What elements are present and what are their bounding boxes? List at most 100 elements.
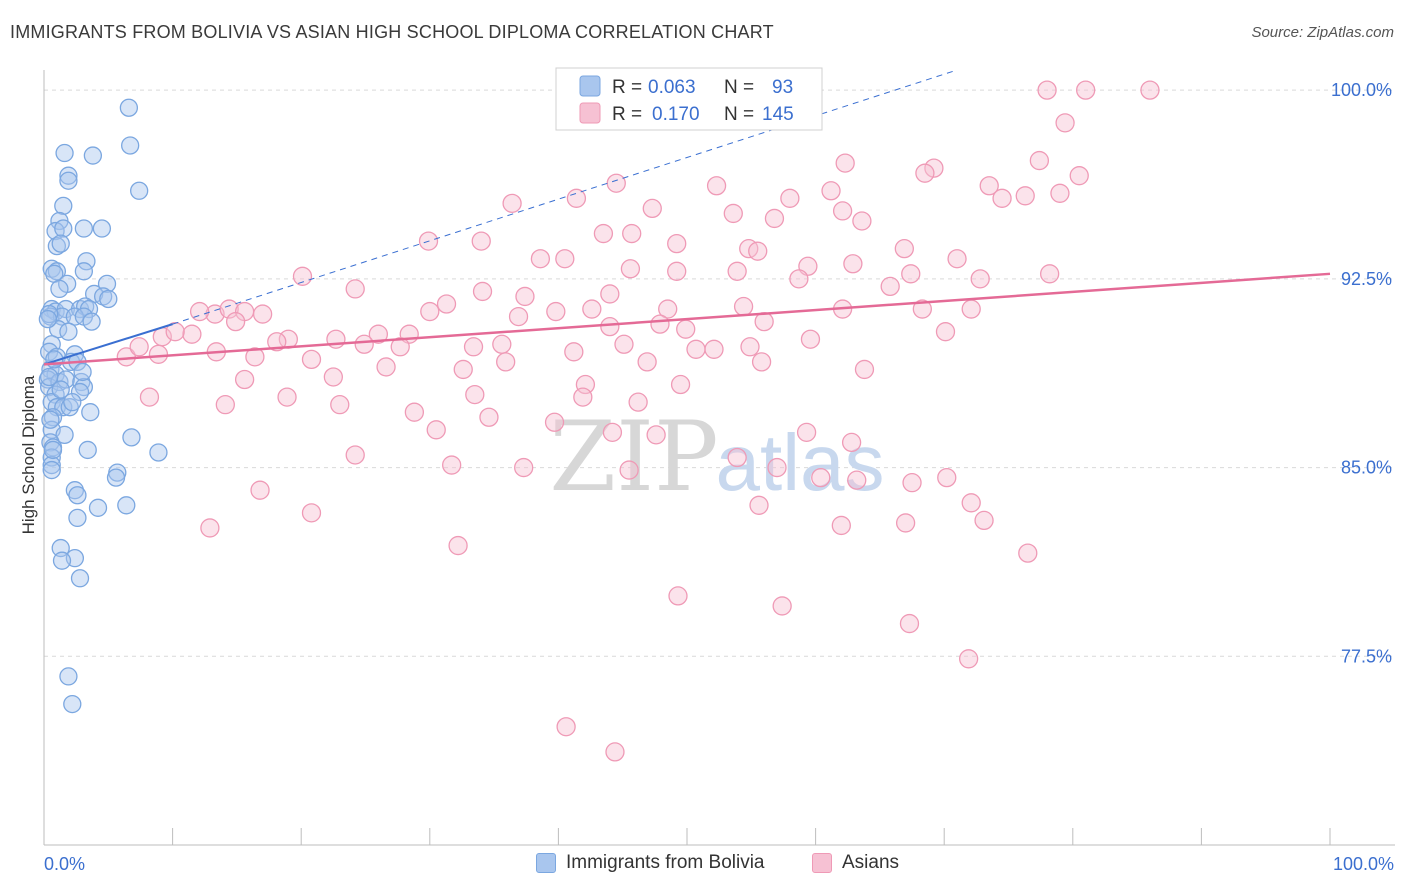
asians-point (564, 342, 584, 362)
asians-point (835, 153, 855, 173)
asians-point (614, 334, 634, 354)
asians-point (182, 324, 202, 344)
asians-point (894, 239, 914, 259)
bolivia-point (41, 410, 60, 429)
asians-point (901, 264, 921, 284)
asians-point (915, 163, 935, 183)
asians-point (667, 233, 687, 254)
legend-r-label: R = (612, 104, 642, 125)
asians-point (667, 261, 687, 281)
asians-point (796, 422, 817, 442)
asians-point (974, 510, 994, 531)
x-tick-label-min: 0.0% (44, 854, 85, 874)
asians-point (800, 329, 821, 349)
bolivia-point (54, 196, 73, 216)
asians-point (619, 460, 639, 480)
asians-trend-line (43, 272, 1331, 366)
asians-point (1069, 166, 1089, 186)
asians-point (250, 480, 270, 500)
bolivia-point (83, 146, 103, 165)
bolivia-point (68, 486, 87, 505)
bolivia-point (42, 460, 61, 480)
bolivia-point (74, 219, 94, 238)
bolivia-point (50, 279, 69, 299)
y-tick-label: 85.0% (1341, 458, 1392, 478)
legend-box: R = 0.063 N = 93 R = 0.170 N = 145 (555, 67, 823, 131)
trend-lines (43, 69, 1331, 366)
asians-point (301, 503, 322, 523)
asians-point (426, 420, 446, 440)
asians-point (471, 231, 491, 251)
bottom-legend-label-asians: Asians (842, 852, 900, 873)
asians-point (1040, 264, 1060, 284)
asians-point (958, 649, 979, 669)
bolivia-point (121, 136, 140, 155)
asians-point (330, 395, 350, 415)
source-label: Source: ZipAtlas.com (1251, 24, 1394, 41)
bottom-legend-item-asians[interactable]: Asians (812, 852, 899, 874)
asians-point (390, 337, 410, 357)
bolivia-point (78, 440, 97, 460)
asians-point (658, 299, 678, 319)
asians-point (1055, 113, 1075, 133)
bolivia-point (68, 508, 87, 528)
asians-point (642, 198, 662, 219)
asians-point (436, 294, 457, 314)
bolivia-point (73, 362, 92, 382)
legend-n-label: N = (724, 77, 754, 98)
tick-labels: 100.0% 92.5% 85.0% 77.5% 0.0% 100.0% (44, 80, 1394, 874)
asians-point (420, 301, 440, 322)
asians-point (129, 337, 149, 357)
bolivia-point (51, 380, 70, 399)
asians-point (345, 445, 365, 465)
asians-point (821, 181, 841, 201)
asians-point (832, 201, 853, 221)
asians-point (205, 304, 225, 324)
chart-title: IMMIGRANTS FROM BOLIVIA VS ASIAN HIGH SC… (10, 22, 774, 42)
bolivia-point (92, 219, 112, 238)
asians-point (1018, 543, 1038, 563)
bottom-legend-swatch-asians (812, 853, 832, 873)
asians-point (600, 317, 620, 337)
bolivia-trend-extension (172, 69, 958, 325)
bolivia-point (42, 392, 61, 412)
watermark-atlas: atlas (716, 418, 885, 507)
asians-point (245, 347, 265, 367)
bolivia-point (59, 171, 78, 190)
asians-point (650, 314, 670, 334)
asians-point (354, 334, 374, 354)
asians-point (780, 188, 800, 208)
asians-point (706, 176, 727, 196)
bolivia-point (47, 262, 67, 281)
asians-point (215, 395, 235, 415)
bolivia-point (99, 289, 118, 309)
asians-point (465, 384, 485, 405)
bolivia-point (59, 667, 78, 686)
legend-swatch-bolivia (579, 75, 601, 97)
bolivia-point (59, 166, 78, 185)
asians-point (602, 422, 623, 442)
asians-point (267, 332, 287, 352)
asians-point (854, 359, 875, 380)
bottom-legend-item-bolivia[interactable]: Immigrants from Bolivia (536, 852, 765, 874)
bolivia-point (74, 262, 94, 281)
axes (43, 70, 1395, 846)
x-tick-label-max: 100.0% (1333, 854, 1394, 874)
asians-point (620, 259, 641, 279)
bolivia-point (122, 428, 141, 447)
asians-point (622, 223, 642, 244)
asians-point (566, 188, 587, 208)
asians-point (139, 387, 160, 407)
asians-point (556, 717, 576, 737)
asians-point (453, 359, 473, 380)
asians-point (961, 299, 981, 319)
bolivia-point (63, 392, 82, 412)
bolivia-point (42, 455, 61, 475)
bolivia-trend-line (43, 323, 173, 366)
asians-point (326, 329, 346, 349)
asians-point (979, 176, 999, 196)
bolivia-point (42, 448, 61, 467)
watermark-zip: ZIP (549, 401, 718, 513)
asians-point (740, 337, 760, 357)
